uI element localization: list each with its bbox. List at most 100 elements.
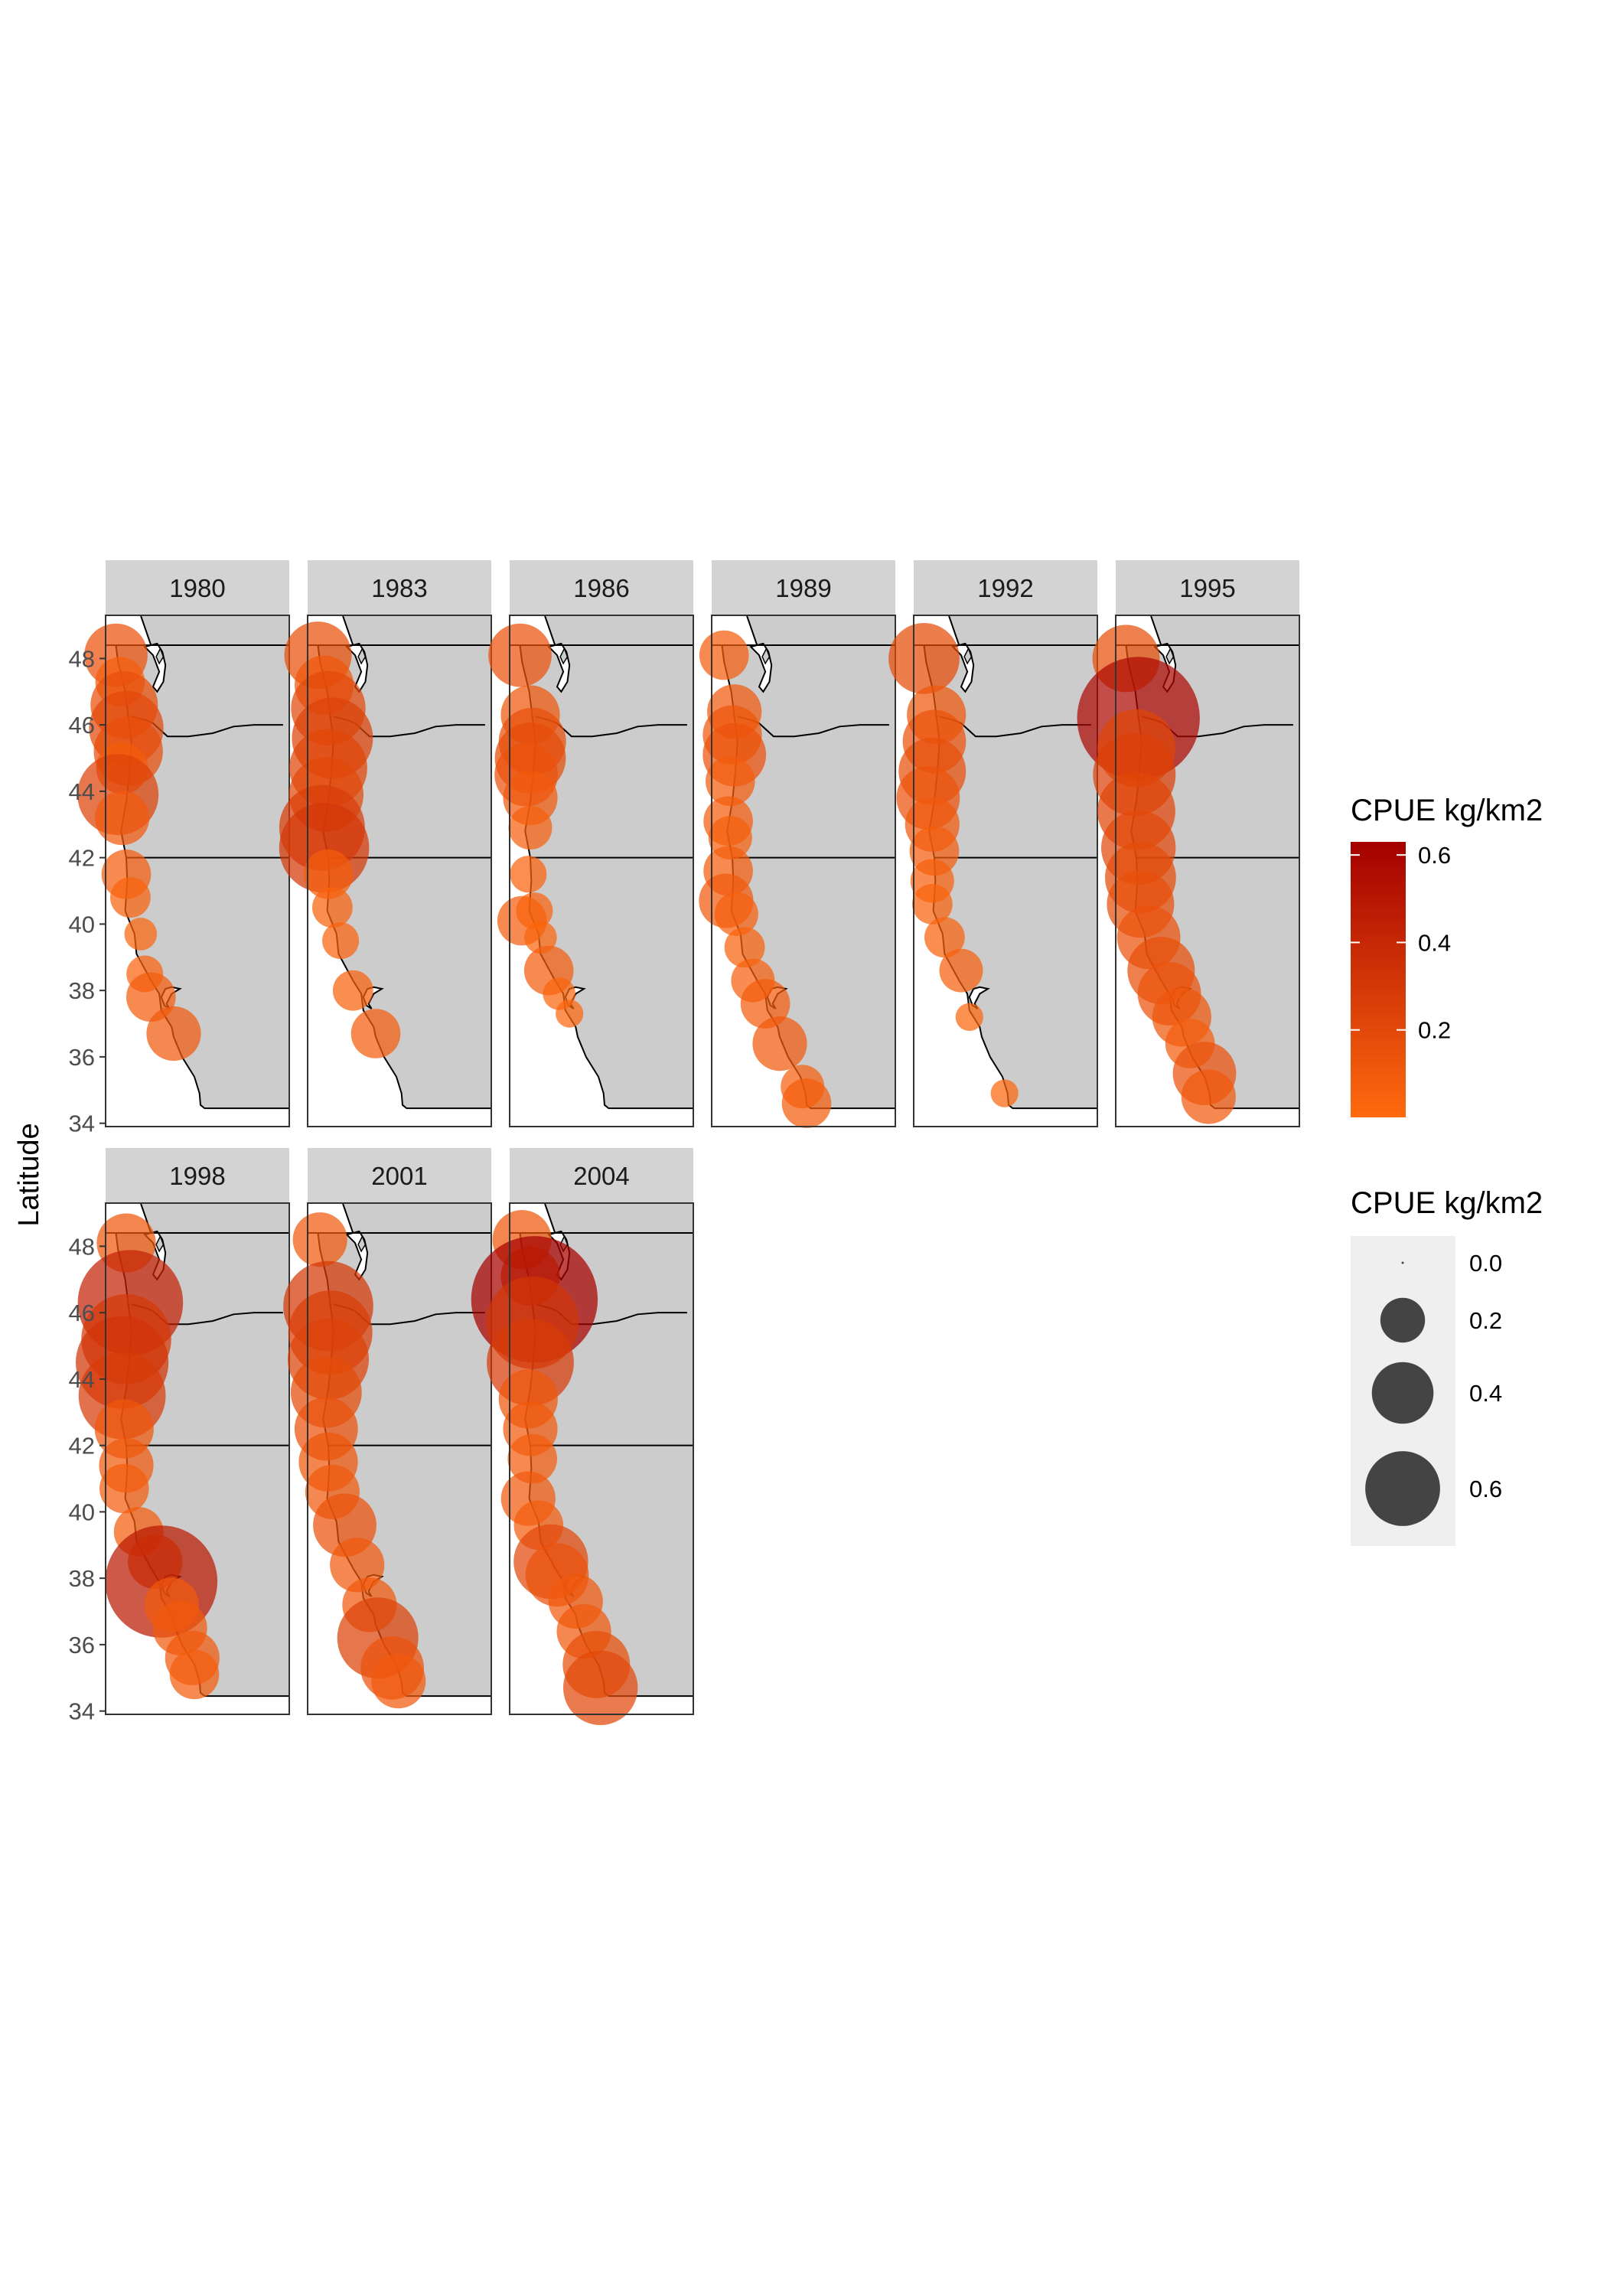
size-legend-key	[1365, 1451, 1440, 1526]
cpue-point	[322, 922, 360, 960]
facet-panels: 1980 34 36 38 40 42 44 46 48 1983 1986 1989 1992 1995…	[69, 560, 1300, 1725]
size-legend-label: 0.0	[1469, 1250, 1502, 1277]
cpue-point	[507, 1433, 557, 1484]
panel-year-label: 1983	[371, 574, 427, 602]
panel-year-label: 1989	[775, 574, 831, 602]
panel-strip	[914, 560, 1097, 615]
panel-year-label: 1986	[573, 574, 629, 602]
cpue-point	[955, 1003, 983, 1031]
color-legend-label: 0.4	[1418, 929, 1451, 956]
cpue-point	[699, 630, 749, 680]
color-legend-bar	[1351, 842, 1406, 1117]
y-tick-label: 38	[69, 977, 95, 1004]
cpue-point	[146, 1006, 201, 1062]
panel-year-label: 1995	[1179, 574, 1235, 602]
panel-strip	[712, 560, 895, 615]
facet-panel: 1998 34 36 38 40 42 44 46 48	[69, 1148, 290, 1725]
y-tick-label: 34	[69, 1698, 95, 1725]
y-axis: 34 36 38 40 42 44 46 48	[69, 1203, 106, 1725]
size-legend-label: 0.2	[1469, 1307, 1502, 1334]
cpue-point	[510, 856, 547, 893]
y-tick-label: 38	[69, 1565, 95, 1592]
cpue-point	[714, 892, 758, 936]
cpue-point	[110, 877, 151, 918]
facet-panel: 1995	[1077, 560, 1300, 1127]
color-legend-ticks: 0.2 0.4 0.6	[1351, 842, 1451, 1044]
facet-panel: 1986	[488, 560, 694, 1127]
panel-border	[509, 615, 694, 1127]
size-legend-title: CPUE kg/km2	[1351, 1186, 1543, 1220]
puget-island	[155, 647, 165, 665]
cpue-point	[752, 1016, 807, 1071]
cpue-point	[911, 884, 953, 925]
cpue-point	[1181, 1069, 1236, 1124]
panel-strip	[106, 560, 289, 615]
cpue-point	[888, 623, 960, 694]
facet-panel: 2004	[471, 1148, 694, 1725]
size-legend: CPUE kg/km2 0.0 0.2 0.4 0.6	[1351, 1186, 1543, 1546]
cpue-point	[371, 1654, 426, 1709]
cpue-point	[556, 1000, 584, 1028]
y-tick-label: 40	[69, 911, 95, 938]
y-tick-label: 36	[69, 1044, 95, 1071]
cpue-point	[781, 1078, 832, 1128]
puget-island	[761, 647, 771, 665]
cpue-point	[563, 1650, 638, 1725]
panel-border	[913, 615, 1098, 1127]
panel-year-label: 1998	[169, 1162, 225, 1190]
size-legend-key	[1380, 1297, 1426, 1343]
y-tick-label: 34	[69, 1110, 95, 1137]
cpue-point	[95, 791, 150, 846]
panel-strip	[106, 1148, 289, 1203]
panel-strip	[308, 560, 491, 615]
cpue-point	[724, 927, 765, 968]
cpue-point	[303, 850, 354, 899]
y-tick-label: 46	[69, 712, 95, 739]
facet-panel: 1992	[888, 560, 1098, 1127]
y-tick-label: 44	[69, 1366, 95, 1393]
puget-island	[963, 647, 973, 665]
cpue-point	[169, 1649, 220, 1700]
facet-panel: 1989	[699, 560, 896, 1128]
panel-year-label: 2004	[573, 1162, 629, 1190]
panel-strip	[308, 1148, 491, 1203]
panel-strip	[510, 560, 693, 615]
cpue-point	[706, 756, 755, 807]
puget-island	[357, 647, 367, 665]
cpue-point	[924, 917, 965, 958]
puget-island	[559, 647, 569, 665]
cpue-point	[350, 1009, 401, 1058]
y-tick-label: 48	[69, 645, 95, 672]
cpue-point	[124, 918, 158, 951]
size-legend-label: 0.6	[1469, 1476, 1502, 1502]
facet-panel: 2001	[283, 1148, 492, 1715]
panel-year-label: 1980	[169, 574, 225, 602]
cpue-point	[488, 623, 552, 687]
panel-border	[1115, 615, 1300, 1127]
y-tick-label: 36	[69, 1632, 95, 1658]
panel-year-label: 1992	[977, 574, 1033, 602]
cpue-point	[524, 921, 557, 954]
cpue-point	[990, 1079, 1019, 1107]
cpue-point	[740, 979, 790, 1029]
panel-year-label: 2001	[371, 1162, 427, 1190]
size-legend-label: 0.4	[1469, 1380, 1502, 1407]
size-legend-keys: 0.0 0.2 0.4 0.6	[1365, 1250, 1502, 1526]
y-tick-label: 46	[69, 1300, 95, 1326]
y-axis-label: Latitude	[13, 1123, 45, 1226]
cpue-point	[99, 1463, 149, 1514]
size-legend-key	[1371, 1362, 1434, 1424]
size-legend-key	[1401, 1261, 1404, 1264]
y-tick-label: 42	[69, 1433, 95, 1459]
puget-island	[357, 1234, 367, 1253]
panel-border	[307, 615, 492, 1127]
y-tick-label: 48	[69, 1233, 95, 1260]
panel-border	[711, 615, 896, 1127]
cpue-point	[312, 887, 353, 928]
cpue-point	[939, 948, 983, 993]
color-legend-title: CPUE kg/km2	[1351, 794, 1543, 827]
panel-border	[509, 1202, 694, 1715]
panel-border	[307, 1202, 492, 1715]
color-legend: CPUE kg/km2 0.2 0.4 0.6	[1351, 794, 1543, 1117]
